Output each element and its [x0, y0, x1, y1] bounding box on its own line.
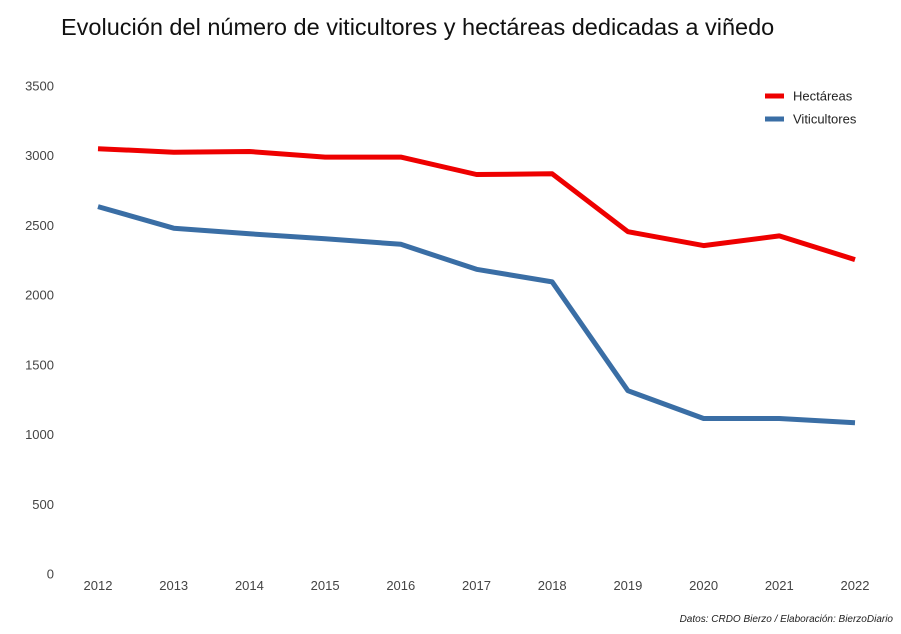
x-tick-label: 2018 — [538, 578, 567, 593]
x-tick-label: 2020 — [689, 578, 718, 593]
x-tick-label: 2013 — [159, 578, 188, 593]
legend-label: Hectáreas — [793, 89, 853, 104]
y-tick-label: 2000 — [25, 288, 54, 303]
x-tick-label: 2017 — [462, 578, 491, 593]
series-line — [97, 146, 856, 262]
x-tick-label: 2021 — [765, 578, 794, 593]
x-tick-label: 2015 — [311, 578, 340, 593]
y-tick-label: 1500 — [25, 357, 54, 372]
y-tick-label: 500 — [32, 497, 54, 512]
y-tick-label: 0 — [47, 567, 54, 582]
chart-source: Datos: CRDO Bierzo / Elaboración: Bierzo… — [679, 614, 893, 625]
x-tick-label: 2014 — [235, 578, 264, 593]
x-tick-label: 2019 — [613, 578, 642, 593]
series-1 — [97, 204, 856, 426]
y-tick-label: 1000 — [25, 427, 54, 442]
y-axis: 0 500 1000 1500 2000 2500 3000 3500 — [25, 79, 54, 582]
x-tick-label: 2016 — [386, 578, 415, 593]
chart-title: Evolución del número de viticultores y h… — [61, 14, 775, 40]
y-tick-label: 3500 — [25, 79, 54, 94]
x-tick-label: 2022 — [841, 578, 870, 593]
series-layer — [97, 146, 856, 426]
legend-label: Viticultores — [793, 112, 857, 127]
y-tick-label: 3000 — [25, 148, 54, 163]
legend: Hectáreas Viticultores — [765, 89, 857, 127]
y-tick-label: 2500 — [25, 218, 54, 233]
x-tick-label: 2012 — [84, 578, 113, 593]
x-axis: 2012 2013 2014 2015 2016 2017 2018 2019 2020 2021… — [84, 578, 870, 593]
series-0 — [97, 146, 856, 262]
